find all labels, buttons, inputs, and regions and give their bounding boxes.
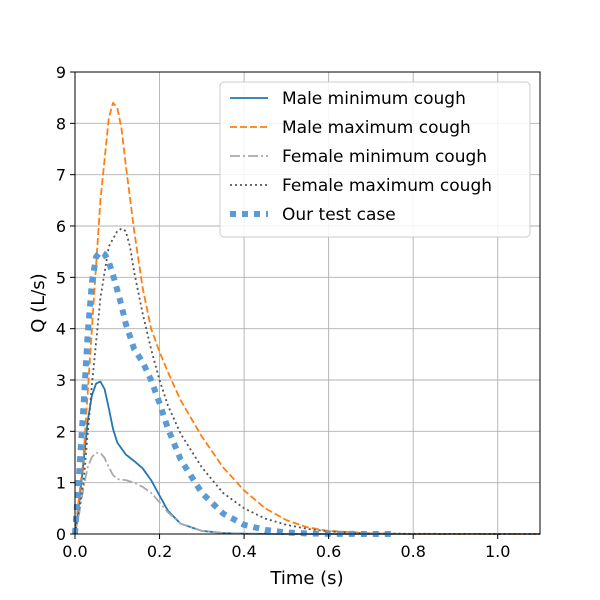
x-tick-label: 0.2: [147, 542, 172, 561]
y-axis-ticks: 0 1 2 3 4 5 6 7 8 9: [56, 63, 75, 544]
x-axis-ticks: 0.0 0.2 0.4 0.6 0.8 1.0: [62, 534, 510, 561]
y-tick-label: 9: [56, 63, 66, 82]
y-tick-label: 3: [56, 371, 66, 390]
legend: Male minimum cough Male maximum cough Fema…: [219, 81, 531, 238]
legend-label: Our test case: [282, 205, 396, 225]
series-layer: [72, 101, 541, 537]
y-tick-label: 0: [56, 525, 66, 544]
y-axis-label: Q (L/s): [28, 273, 49, 332]
series-line-our-test-case: [72, 248, 392, 537]
legend-label: Female maximum cough: [282, 176, 492, 196]
y-tick-label: 8: [56, 114, 66, 133]
y-tick-label: 1: [56, 474, 66, 493]
x-tick-label: 0.8: [400, 542, 425, 561]
y-tick-label: 7: [56, 166, 66, 185]
x-tick-label: 1.0: [485, 542, 510, 561]
y-tick-label: 6: [56, 217, 66, 236]
x-tick-label: 0.4: [231, 542, 256, 561]
legend-label: Male minimum cough: [282, 89, 466, 109]
y-tick-label: 5: [56, 268, 66, 287]
y-tick-label: 4: [56, 320, 66, 339]
x-tick-label: 0.0: [62, 542, 87, 561]
legend-label: Female minimum cough: [282, 147, 487, 167]
x-axis-label: Time (s): [269, 568, 343, 589]
plot-frame: [74, 71, 541, 535]
x-tick-label: 0.6: [316, 542, 341, 561]
y-tick-label: 2: [56, 422, 66, 441]
legend-box: [219, 81, 531, 238]
series-line-male-maximum-cough: [74, 101, 540, 535]
series-line-female-minimum-cough: [74, 451, 540, 535]
legend-label: Male maximum cough: [282, 118, 471, 138]
